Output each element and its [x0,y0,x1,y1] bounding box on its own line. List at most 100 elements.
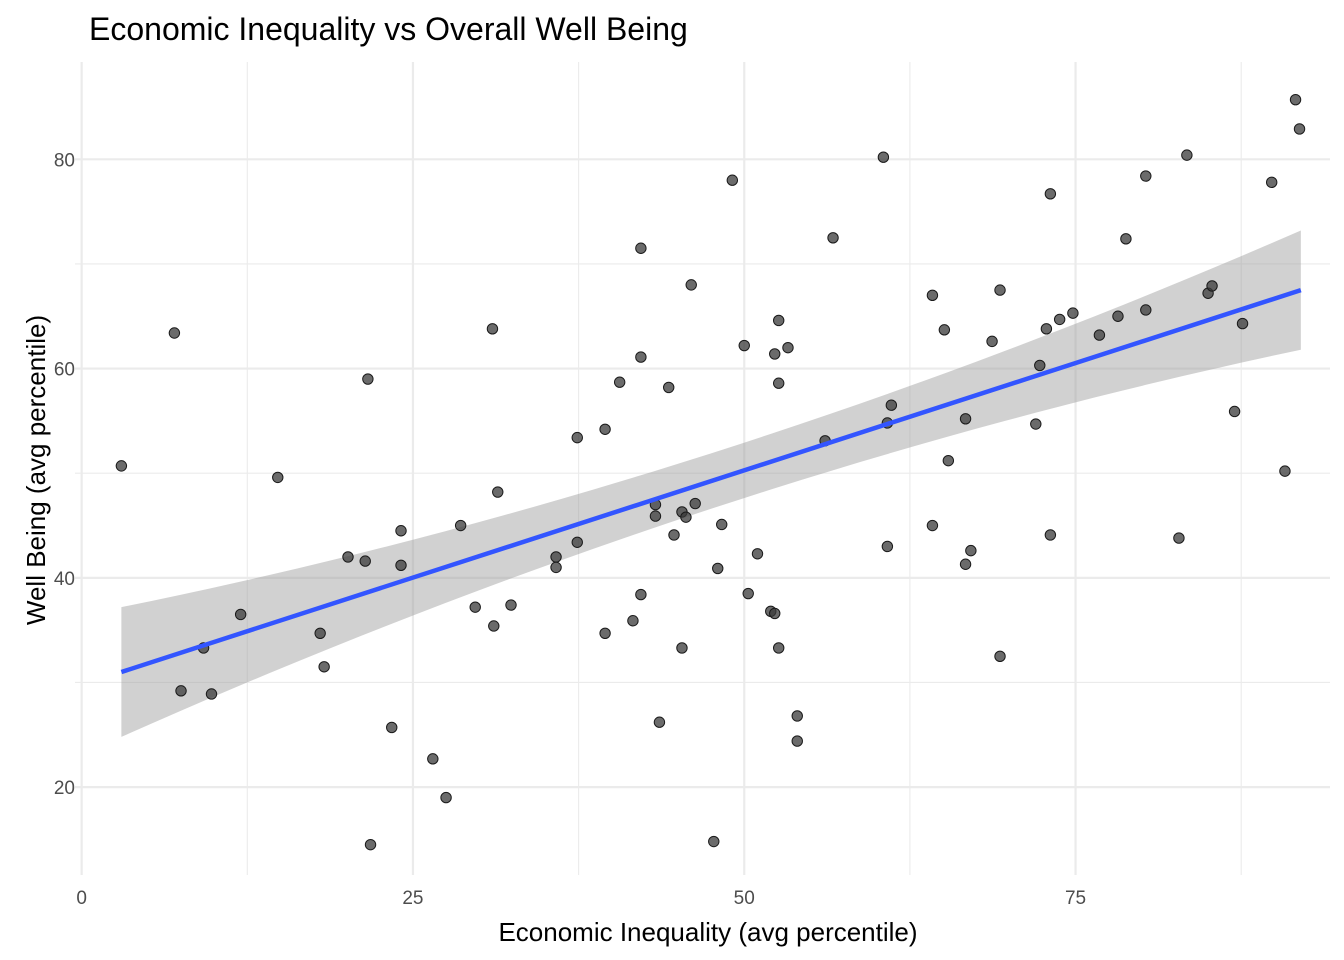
data-point [599,627,611,639]
data-point [680,511,692,523]
data-point [1044,188,1057,200]
x-tick-label: 50 [734,888,755,909]
data-point [635,588,647,601]
data-point [742,587,754,600]
data-point [635,242,647,254]
data-point [571,536,583,548]
y-axis-title: Well Being (avg percentile) [21,315,51,625]
data-point [1279,465,1291,477]
data-point [454,519,467,532]
x-tick-label: 25 [402,888,423,909]
data-point [1044,529,1057,541]
data-point [782,341,794,354]
data-point [1228,405,1241,418]
data-point [486,323,499,335]
data-point [272,471,284,484]
data-point [791,735,803,747]
data-point [1293,123,1306,135]
data-point [395,559,407,571]
y-tick-label: 20 [54,778,75,799]
data-point [1265,176,1278,189]
data-point [994,650,1006,663]
data-point [738,339,750,352]
data-point [769,348,781,360]
data-point [1173,532,1185,544]
data-point [668,529,680,541]
data-point [599,423,611,435]
data-point [1030,418,1042,430]
data-point [663,381,675,394]
data-point [205,688,218,700]
data-point [885,399,898,411]
data-point [115,460,128,472]
confidence-band-area [121,230,1301,737]
y-tick-label: 60 [54,360,75,381]
y-tick-label: 40 [54,569,75,590]
data-point [175,685,187,697]
data-point [1093,329,1106,341]
data-point [708,835,720,848]
data-point [613,376,626,388]
data-point [926,519,939,532]
data-point [942,454,955,467]
data-point [359,555,371,567]
data-point [773,642,785,654]
data-point [1120,233,1132,245]
data-point [362,373,374,385]
x-tick-label: 0 [76,888,87,909]
data-point [1053,313,1066,326]
data-points [115,93,1306,851]
data-point [469,601,481,613]
confidence-band [121,230,1301,737]
data-point [234,608,247,621]
data-point [314,627,326,639]
data-point [994,284,1006,296]
x-tick-label: 75 [1065,888,1086,909]
data-point [676,642,688,654]
data-point [571,431,583,444]
data-point [1289,93,1302,106]
data-point [1140,304,1152,316]
data-point [364,838,377,851]
data-point [965,544,977,557]
data-point [550,561,562,574]
data-point [926,289,939,302]
data-point [1112,310,1124,322]
chart-title: Economic Inequality vs Overall Well Bein… [89,11,688,47]
data-point [1140,170,1152,182]
data-point [689,497,701,510]
data-point [342,551,354,563]
data-point [877,151,890,163]
data-point [986,335,998,348]
data-point [427,753,439,765]
y-axis-ticks: 20 40 60 80 [54,150,75,799]
data-point [492,486,504,498]
data-point [1040,323,1053,335]
data-point [653,716,666,728]
data-point [386,721,398,734]
data-point [649,510,662,522]
data-point [769,607,781,620]
data-point [505,599,517,611]
data-point [318,661,330,673]
data-point [712,562,724,575]
x-axis-title: Economic Inequality (avg percentile) [498,917,917,947]
x-axis-ticks: 0 25 50 75 [76,888,1086,909]
data-point [716,518,728,531]
data-point [627,615,639,627]
trend-line-group [120,287,1302,675]
data-point [685,279,697,291]
data-point [395,525,407,537]
data-point [791,710,803,722]
data-point [1206,280,1218,292]
data-point [1236,317,1249,330]
data-point [773,377,785,389]
data-point [1067,307,1079,319]
data-point [1034,359,1046,372]
data-point [938,324,951,336]
data-point [827,232,839,244]
data-point [881,540,894,553]
data-point [550,551,562,563]
data-point [959,558,972,570]
data-point [488,620,500,632]
